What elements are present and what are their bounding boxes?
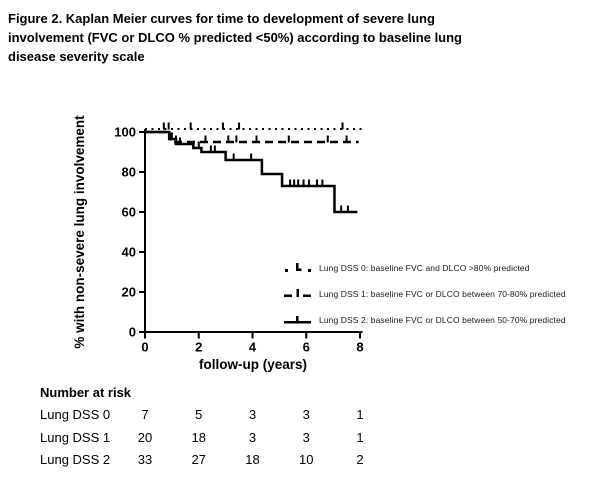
risk-count: 3 (302, 429, 310, 445)
x-axis-title: follow-up (years) (199, 357, 307, 372)
risk-row-label: Lung DSS 2 (40, 452, 111, 467)
figure-caption-line1: Figure 2. Kaplan Meier curves for time t… (8, 11, 435, 26)
y-tick-label: 40 (122, 245, 136, 260)
x-tick-label: 2 (195, 340, 202, 355)
x-tick-label: 4 (249, 340, 257, 355)
risk-count: 18 (191, 429, 206, 445)
legend-entry-dss2: Lung DSS 2: baseline FVC or DLCO between… (284, 314, 566, 326)
x-tick-label: 8 (356, 340, 363, 355)
legend-label-dss2: Lung DSS 2: baseline FVC or DLCO between… (319, 315, 566, 325)
risk-count: 33 (137, 452, 153, 467)
risk-row-label: Lung DSS 1 (40, 429, 111, 445)
figure-caption-line3: disease severity scale (8, 49, 145, 64)
risk-row-label: Lung DSS 0 (40, 407, 111, 422)
km-curve-dss1 (145, 130, 359, 144)
x-tick-label: 6 (303, 340, 310, 355)
legend-entry-dss1: Lung DSS 1: baseline FVC or DLCO between… (284, 288, 566, 300)
legend-label-dss0: Lung DSS 0: baseline FVC and DLCO >80% p… (319, 263, 530, 273)
risk-count: 10 (299, 452, 314, 467)
dashed-line-censor-marker-icon (284, 289, 311, 297)
risk-count: 1 (356, 429, 364, 445)
solid-line-censor-marker-icon (284, 316, 311, 324)
x-tick-label: 0 (141, 340, 148, 355)
risk-count: 1 (356, 407, 364, 422)
legend-label-dss1: Lung DSS 1: baseline FVC or DLCO between… (319, 289, 566, 299)
y-tick-label: 80 (122, 165, 136, 180)
risk-count: 3 (302, 407, 310, 422)
y-tick-label: 100 (114, 125, 136, 140)
number-at-risk-header: Number at risk (40, 385, 132, 400)
risk-count: 3 (248, 407, 257, 422)
risk-count: 2 (356, 452, 364, 467)
risk-count: 18 (245, 452, 260, 467)
risk-count: 7 (141, 407, 149, 422)
risk-count: 27 (191, 452, 206, 467)
y-tick-label: 20 (122, 285, 136, 300)
dotted-line-censor-marker-icon (285, 263, 311, 272)
figure-caption-line2: involvement (FVC or DLCO % predicted <50… (8, 30, 462, 45)
y-tick-label: 60 (122, 205, 136, 220)
y-tick-label: 0 (129, 325, 136, 340)
risk-count: 3 (248, 429, 257, 445)
figure-caption: Figure 2. Kaplan Meier curves for time t… (8, 9, 528, 66)
risk-count: 20 (137, 429, 153, 445)
km-curve-dss2 (145, 130, 358, 214)
legend-entry-dss0: Lung DSS 0: baseline FVC and DLCO >80% p… (284, 262, 530, 274)
y-axis-title: % with non-severe lung involvement (72, 115, 87, 349)
risk-count: 5 (195, 407, 203, 422)
